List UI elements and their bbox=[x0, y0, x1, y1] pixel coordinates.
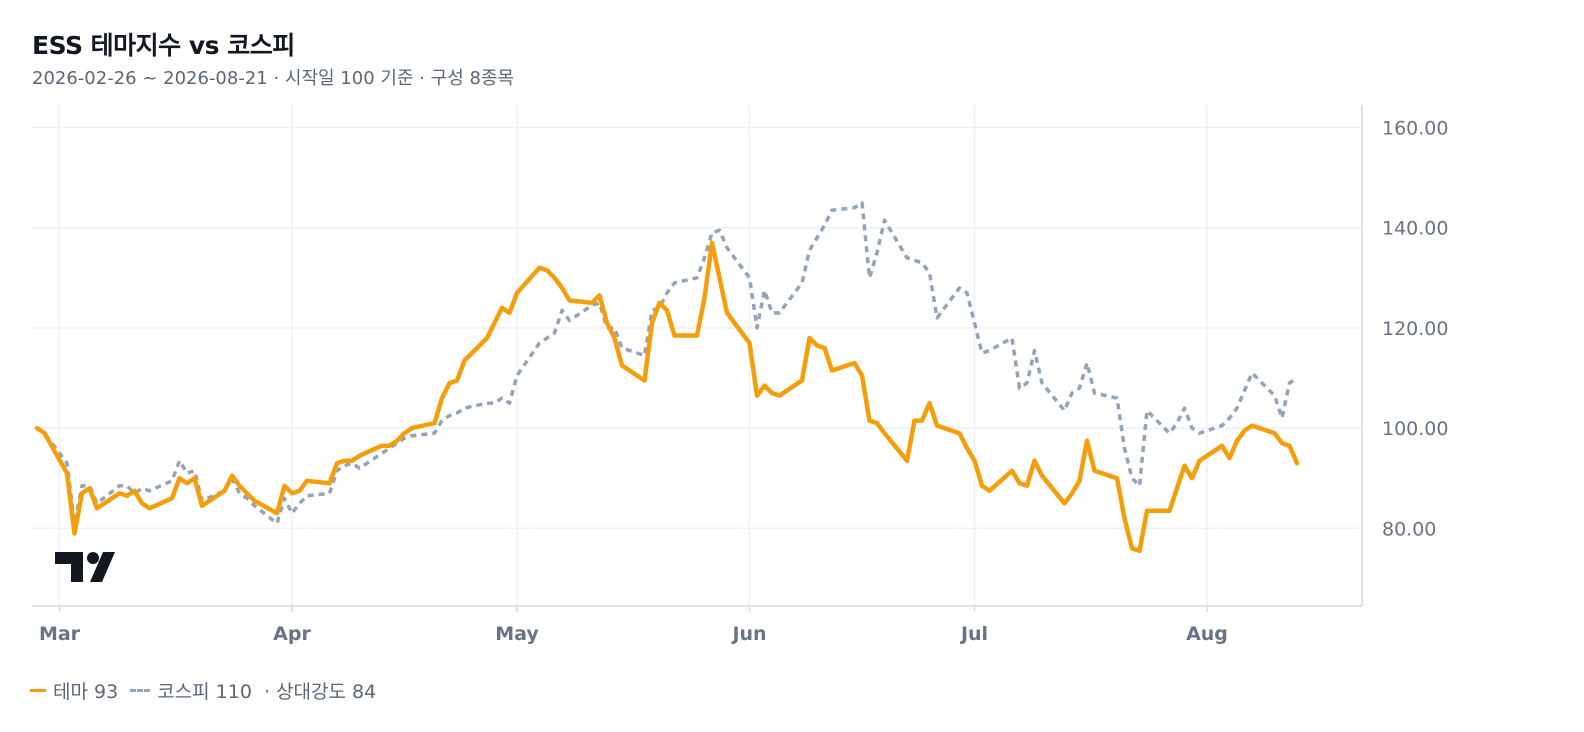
y-tick-label: 160.00 bbox=[1382, 118, 1448, 140]
y-tick-label: 80.00 bbox=[1382, 518, 1436, 540]
theme-series-line bbox=[34, 240, 1300, 554]
kospi-series-line bbox=[36, 200, 1298, 526]
y-tick-label: 120.00 bbox=[1382, 318, 1448, 340]
series-lines bbox=[34, 200, 1300, 554]
legend-item-kospi[interactable]: 코스피 110 bbox=[130, 677, 252, 704]
tradingview-logo-part bbox=[90, 552, 115, 582]
x-tick-label: Apr bbox=[273, 623, 311, 645]
theme-swatch bbox=[30, 689, 46, 692]
x-tick-label: Jun bbox=[730, 623, 766, 645]
kospi-swatch bbox=[130, 689, 151, 692]
legend-item-theme[interactable]: 테마 93 bbox=[30, 677, 118, 704]
x-tick-label: May bbox=[495, 623, 539, 645]
grid bbox=[32, 105, 1362, 606]
chart-title: ESS 테마지수 vs 코스피 bbox=[32, 31, 295, 60]
legend-theme-label: 테마 93 bbox=[53, 681, 119, 703]
y-tick-label: 100.00 bbox=[1382, 418, 1448, 440]
x-tick-label: Jul bbox=[959, 623, 988, 645]
tradingview-logo-part bbox=[55, 552, 83, 582]
legend: 테마 93 코스피 110 · 상대강도 84 bbox=[30, 677, 388, 704]
legend-item-relative-strength: · 상대강도 84 bbox=[264, 677, 376, 704]
x-tick-label: Aug bbox=[1186, 623, 1228, 645]
x-tick-label: Mar bbox=[39, 623, 81, 645]
axes: 80.00 100.00 120.00 140.00 160.00 Mar Apr May Ju… bbox=[32, 105, 1448, 645]
tradingview-logo-part bbox=[87, 552, 99, 564]
legend-relative-label: · 상대강도 84 bbox=[263, 681, 377, 703]
chart-subtitle: 2026-02-26 ~ 2026-08-21 · 시작일 100 기준 · 구… bbox=[32, 68, 515, 89]
tradingview-logo-icon[interactable] bbox=[55, 552, 115, 582]
y-tick-label: 140.00 bbox=[1382, 218, 1448, 240]
legend-kospi-label: 코스피 110 bbox=[157, 681, 252, 703]
